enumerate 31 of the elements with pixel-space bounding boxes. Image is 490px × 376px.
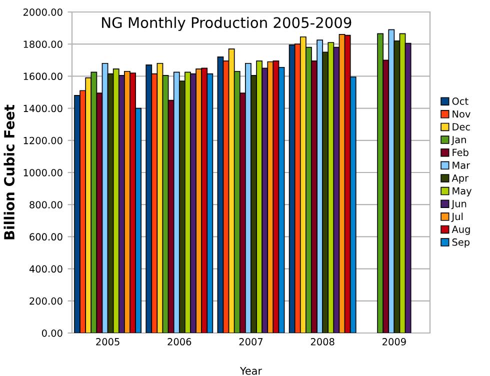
legend-label: Sep: [452, 238, 470, 248]
y-tick-label: 2000.00: [23, 8, 62, 16]
x-tick-label: 2007: [239, 338, 263, 346]
legend-label: Jul: [451, 212, 463, 222]
x-tick-label: 2006: [168, 338, 192, 346]
legend-label: Oct: [452, 98, 468, 105]
x-tick-label: 2008: [310, 338, 334, 346]
y-tick-label: 400.00: [29, 265, 62, 273]
y-axis-title: Billion Cubic Feet: [4, 104, 15, 240]
y-tick-label: 1000.00: [24, 168, 62, 176]
legend-label: May: [452, 187, 472, 196]
x-tick-label: 2009: [382, 338, 406, 346]
legend-label: Nov: [452, 110, 470, 118]
y-tick-label: 800.00: [30, 201, 62, 208]
y-tick-label: 1600.00: [24, 72, 62, 80]
y-tick-label: 1400.00: [24, 104, 62, 112]
legend-label: Feb: [452, 148, 468, 156]
y-tick-label: 0.00: [42, 329, 62, 337]
legend-label: Jun: [451, 200, 466, 210]
y-tick-label: 600.00: [30, 233, 62, 241]
legend-label: Apr: [452, 174, 469, 184]
x-axis-title: Year: [240, 367, 262, 375]
x-tick-label: 2005: [96, 338, 120, 346]
legend-label: Mar: [452, 162, 470, 169]
legend-label: Aug: [452, 226, 470, 235]
legend-label: Jan: [451, 136, 466, 146]
y-tick-label: 1200.00: [24, 136, 62, 144]
chart-title: NG Monthly Production 2005-2009: [102, 16, 352, 31]
y-tick-label: 200.00: [30, 297, 62, 305]
legend-label: Dec: [452, 123, 470, 130]
y-tick-label: 1800.00: [24, 40, 62, 48]
